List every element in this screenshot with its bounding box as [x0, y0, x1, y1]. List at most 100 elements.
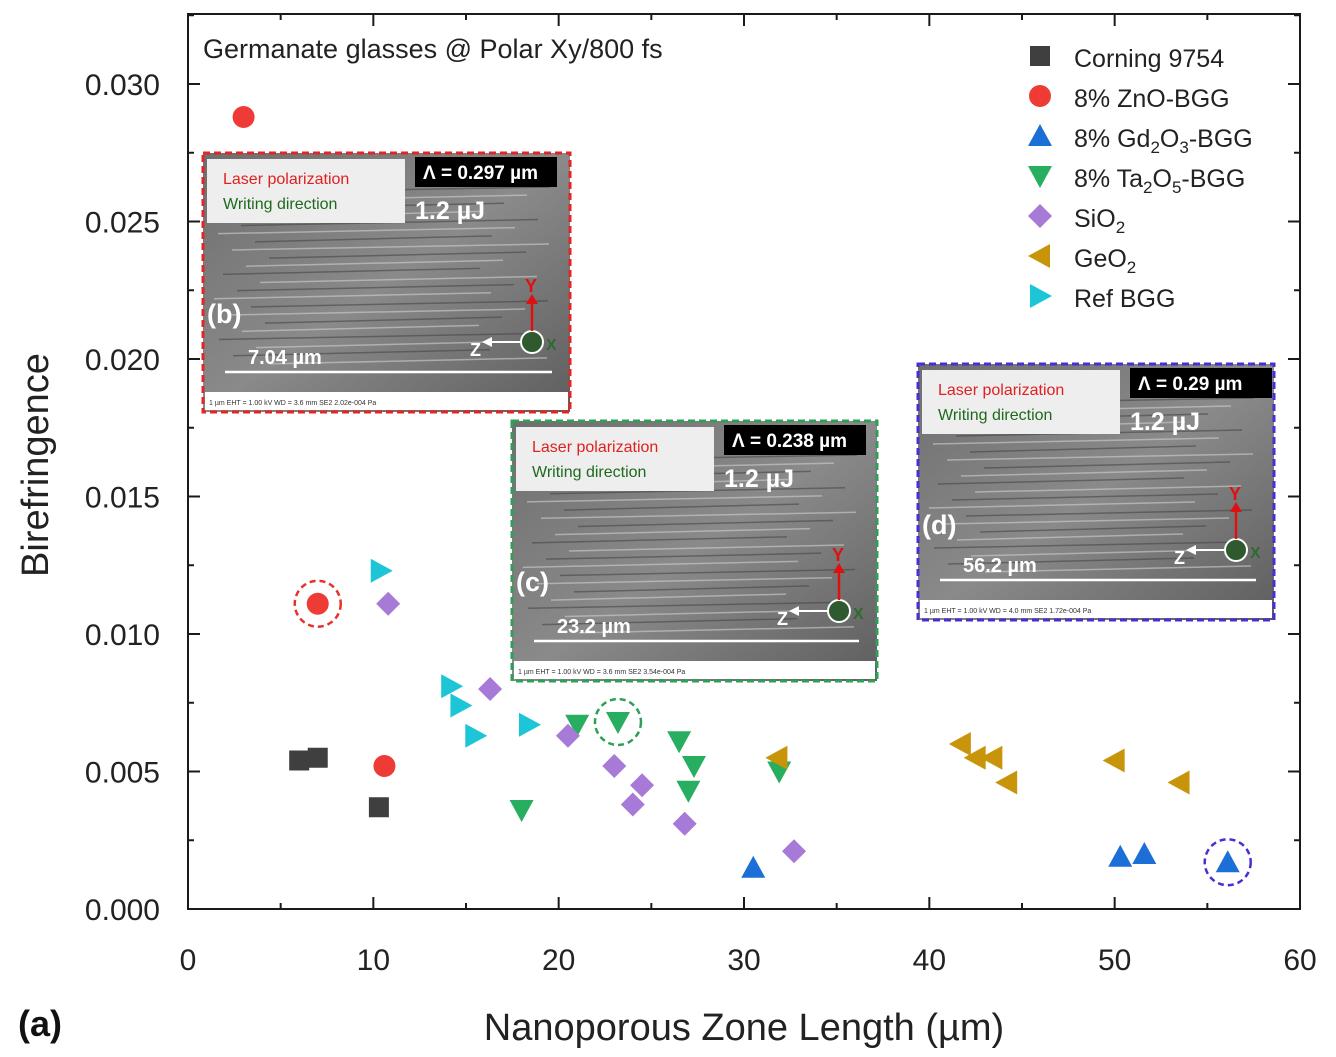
sem-footer-bar	[205, 392, 568, 410]
point-8-zno-bgg	[373, 755, 396, 777]
writing-direction-label: Writing direction	[532, 464, 646, 481]
laser-polarization-label: Laser polarization	[223, 171, 349, 188]
point-geo2	[948, 732, 971, 756]
sem-texture-line	[965, 509, 1253, 517]
x-tick-label: 60	[1283, 944, 1316, 977]
sem-texture-line	[526, 495, 823, 503]
y-tick-label: 0.010	[85, 619, 160, 652]
point-ref-bgg	[370, 558, 393, 583]
point-geo2	[963, 745, 986, 770]
writing-direction-label: Writing direction	[223, 196, 337, 213]
sem-texture-line	[554, 527, 811, 536]
sem-texture-line	[559, 568, 856, 577]
length-label: 56.2 µm	[963, 555, 1037, 577]
inset-b: 1 µm EHT = 1.00 kV WD = 3.6 mm SE2 2.02e…	[201, 151, 572, 414]
sem-texture-line	[568, 544, 845, 552]
axis-y-label: Y	[525, 276, 537, 296]
sem-texture-line	[545, 552, 822, 560]
sem-texture-line	[522, 560, 799, 569]
pulse-energy-label: 1.2 µJ	[415, 197, 485, 225]
sem-texture-line	[536, 576, 833, 585]
sem-texture-line	[268, 251, 527, 259]
y-axis-label: Birefringence	[15, 353, 57, 577]
point-8-zno-bgg	[232, 106, 255, 128]
axis-z-label: Z	[777, 609, 788, 629]
point-sio2	[672, 811, 697, 836]
x-tick-label: 0	[180, 944, 197, 977]
panel-label-a: (a)	[18, 1003, 62, 1044]
sem-texture-line	[259, 275, 538, 284]
point-geo2	[1102, 748, 1125, 773]
axis-x-circle	[520, 330, 544, 354]
point-8-zno-bgg	[306, 592, 329, 615]
point-8-ta2o5-bgg	[676, 780, 701, 803]
sem-texture-line	[231, 243, 550, 251]
sem-texture-line	[213, 292, 492, 300]
legend-panel	[922, 370, 1120, 434]
sem-texture-line	[232, 348, 491, 357]
sem-texture-line	[245, 259, 504, 267]
sem-footer-bar	[920, 600, 1272, 618]
point-8-gd2o3-bgg	[1108, 844, 1133, 867]
sem-footer-bar	[514, 661, 875, 679]
inset-panel-label: (b)	[207, 299, 241, 329]
sem-texture-line	[951, 493, 1219, 501]
point-corning-9754	[307, 747, 328, 768]
x-tick-label: 10	[357, 944, 390, 977]
x-axis-label: Nanoporous Zone Length (µm)	[484, 1007, 1004, 1049]
axis-z-arrowhead	[1186, 545, 1196, 555]
sem-texture-line	[932, 437, 1220, 445]
sem-texture-line	[222, 267, 481, 276]
data-points	[232, 106, 1240, 878]
legend-label: Ref BGG	[1074, 285, 1175, 313]
axis-x-label: X	[853, 606, 864, 623]
point-8-ta2o5-bgg	[509, 800, 534, 822]
legend-label: 8% Ta2O5-BGG	[1074, 165, 1245, 197]
sem-texture-line	[578, 626, 855, 634]
sem-texture-line	[264, 316, 503, 324]
legend-label: GeO2	[1074, 245, 1136, 277]
y-tick-label: 0.015	[85, 482, 160, 515]
legend-label: 8% ZnO-BGG	[1074, 85, 1230, 113]
sem-texture-line	[942, 517, 1230, 525]
sem-texture-line	[218, 332, 537, 341]
sem-texture-line	[983, 461, 1231, 469]
point-8-ta2o5-bgg	[605, 712, 630, 734]
legend-marker	[1030, 284, 1052, 308]
legend: Corning 9754 8% ZnO-BGG 8% Gd2O3-BGG 8% Ta2…	[1028, 45, 1253, 313]
sem-texture-line	[564, 609, 821, 618]
point-8-ta2o5-bgg	[667, 731, 692, 754]
sem-texture-line	[241, 324, 480, 333]
sem-texture-line	[979, 525, 1207, 533]
point-ref-bgg	[465, 723, 488, 748]
sem-texture-line	[550, 593, 787, 601]
legend-panel	[516, 427, 714, 491]
axis-z-arrowhead	[789, 606, 799, 616]
highlight-circles	[293, 579, 1252, 887]
laser-polarization-label: Laser polarization	[938, 382, 1064, 399]
highlight-circle	[293, 579, 342, 628]
axis-z-label: Z	[470, 340, 481, 360]
legend-label: Corning 9754	[1074, 45, 1224, 73]
sem-footer-text: 1 µm EHT = 1.00 kV WD = 4.0 mm SE2 1.72e…	[924, 608, 1091, 615]
inset-border	[510, 419, 879, 683]
y-tick-label: 0.030	[85, 69, 160, 102]
sem-texture-line	[573, 585, 810, 593]
laser-polarization-label: Laser polarization	[532, 439, 658, 456]
sem-texture-line	[269, 357, 548, 365]
point-geo2	[995, 770, 1018, 795]
legend-label: 8% Gd2O3-BGG	[1074, 125, 1253, 157]
point-sio2	[602, 754, 627, 778]
sem-texture-line	[937, 477, 1185, 485]
point-sio2	[478, 677, 503, 701]
sem-texture-line	[531, 536, 788, 544]
sem-texture-line	[970, 549, 1218, 557]
axis-z-label: Z	[1174, 548, 1185, 568]
x-tick-label: 50	[1098, 944, 1131, 977]
period-label: Λ = 0.238 µm	[732, 431, 847, 452]
sem-texture-line	[255, 340, 514, 349]
point-8-gd2o3-bgg	[1215, 850, 1240, 873]
sem-texture-line	[933, 541, 1241, 549]
sem-texture-line	[254, 235, 493, 243]
axis-y-arrowhead	[833, 563, 845, 573]
